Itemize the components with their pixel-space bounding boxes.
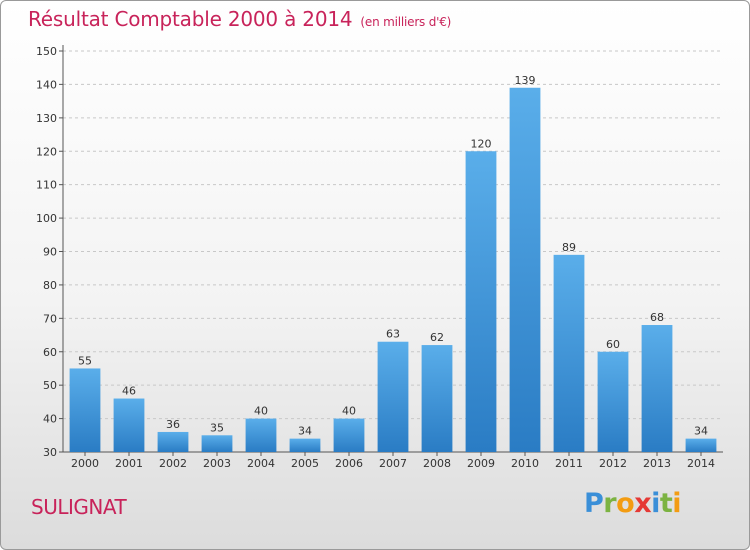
y-tick-label: 40 [43, 413, 57, 426]
bar [509, 87, 541, 452]
x-tick-label: 2012 [599, 457, 627, 470]
x-tick-label: 2008 [423, 457, 451, 470]
x-tick-label: 2007 [379, 457, 407, 470]
x-tick-label: 2014 [687, 457, 715, 470]
bar [421, 345, 453, 452]
bar [377, 341, 409, 452]
y-tick-label: 100 [36, 212, 57, 225]
x-tick-label: 2009 [467, 457, 495, 470]
bar [113, 398, 145, 452]
x-tick-label: 2010 [511, 457, 539, 470]
bar-value-label: 36 [166, 418, 180, 431]
y-tick-label: 130 [36, 112, 57, 125]
bar [289, 438, 321, 452]
bar-value-label: 40 [342, 405, 356, 418]
y-tick-label: 30 [43, 446, 57, 459]
bar [245, 418, 277, 452]
bar-value-label: 35 [210, 421, 224, 434]
x-tick-label: 2000 [71, 457, 99, 470]
chart-title-text: Résultat Comptable 2000 à 2014 [28, 7, 353, 31]
bar [597, 351, 629, 452]
x-tick-label: 2004 [247, 457, 275, 470]
y-tick-label: 120 [36, 145, 57, 158]
y-tick-label: 80 [43, 279, 57, 292]
proxiti-logo: Proxiti [584, 488, 682, 519]
bar-value-label: 46 [122, 385, 136, 398]
bar [553, 254, 585, 452]
logo-letter: i [651, 488, 660, 519]
bar-value-label: 139 [515, 74, 536, 87]
bar-value-label: 34 [694, 425, 708, 438]
bar [333, 418, 365, 452]
commune-name: SULIGNAT [31, 495, 127, 519]
bar [685, 438, 717, 452]
logo-letter: t [659, 488, 673, 519]
bar-value-label: 62 [430, 331, 444, 344]
y-tick-label: 90 [43, 246, 57, 259]
logo-letter: o [616, 488, 635, 519]
bar-value-label: 40 [254, 405, 268, 418]
x-tick-label: 2005 [291, 457, 319, 470]
bar [201, 435, 233, 452]
bar-value-label: 60 [606, 338, 620, 351]
y-tick-label: 140 [36, 78, 57, 91]
y-tick-label: 150 [36, 45, 57, 58]
logo-letter: P [584, 488, 604, 519]
y-tick-label: 110 [36, 179, 57, 192]
x-tick-label: 2013 [643, 457, 671, 470]
bar-value-label: 34 [298, 425, 312, 438]
bar-value-label: 89 [562, 241, 576, 254]
x-tick-label: 2002 [159, 457, 187, 470]
chart-title: Résultat Comptable 2000 à 2014 (en millie… [28, 7, 451, 31]
bar [157, 431, 189, 452]
x-tick-label: 2006 [335, 457, 363, 470]
bar [641, 325, 673, 452]
logo-letter: i [672, 488, 682, 519]
logo-letter: x [634, 488, 652, 519]
y-tick-label: 70 [43, 312, 57, 325]
x-tick-label: 2003 [203, 457, 231, 470]
chart-unit: (en milliers d'€) [360, 15, 452, 29]
bar-value-label: 63 [386, 328, 400, 341]
bar-value-label: 120 [471, 137, 492, 150]
bar [465, 151, 497, 452]
bar [69, 368, 101, 452]
bar-value-label: 55 [78, 354, 92, 367]
y-tick-label: 60 [43, 346, 57, 359]
logo-letter: r [603, 488, 617, 519]
y-tick-label: 50 [43, 379, 57, 392]
x-tick-label: 2011 [555, 457, 583, 470]
bar-value-label: 68 [650, 311, 664, 324]
x-tick-label: 2001 [115, 457, 143, 470]
